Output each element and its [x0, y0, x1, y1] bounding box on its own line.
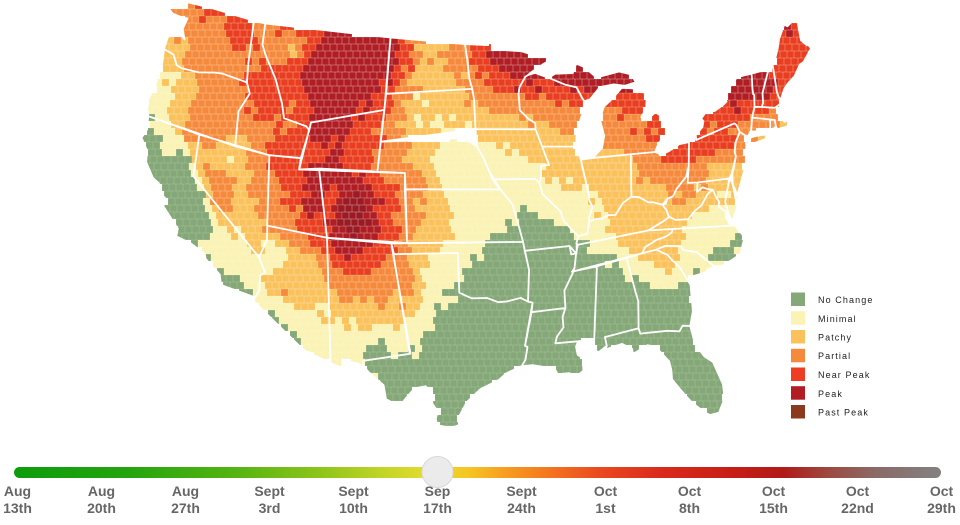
- svg-text:Sept: Sept: [506, 483, 537, 499]
- svg-text:Patchy: Patchy: [818, 333, 852, 343]
- svg-text:13th: 13th: [3, 500, 32, 516]
- svg-text:Peak: Peak: [818, 389, 843, 399]
- svg-text:Oct: Oct: [762, 483, 786, 499]
- svg-text:Minimal: Minimal: [818, 314, 857, 324]
- svg-text:10th: 10th: [339, 500, 368, 516]
- svg-text:Oct: Oct: [678, 483, 702, 499]
- svg-text:Sept: Sept: [338, 483, 369, 499]
- svg-text:Near Peak: Near Peak: [818, 370, 870, 380]
- svg-text:3rd: 3rd: [259, 500, 281, 516]
- svg-text:Partial: Partial: [818, 351, 851, 361]
- svg-text:Sept: Sept: [254, 483, 285, 499]
- svg-text:No Change: No Change: [818, 295, 873, 305]
- svg-text:Oct: Oct: [594, 483, 618, 499]
- svg-text:27th: 27th: [171, 500, 200, 516]
- svg-text:20th: 20th: [87, 500, 116, 516]
- svg-text:29th: 29th: [927, 500, 956, 516]
- svg-text:8th: 8th: [679, 500, 700, 516]
- svg-text:Aug: Aug: [88, 483, 115, 499]
- svg-text:Sep: Sep: [425, 483, 451, 499]
- svg-text:24th: 24th: [507, 500, 536, 516]
- svg-text:Past Peak: Past Peak: [818, 408, 869, 418]
- svg-text:1st: 1st: [595, 500, 616, 516]
- svg-text:Aug: Aug: [4, 483, 31, 499]
- svg-text:22nd: 22nd: [841, 500, 874, 516]
- svg-text:15th: 15th: [759, 500, 788, 516]
- svg-text:Aug: Aug: [172, 483, 199, 499]
- svg-text:Oct: Oct: [930, 483, 954, 499]
- svg-text:Oct: Oct: [846, 483, 870, 499]
- svg-text:17th: 17th: [423, 500, 452, 516]
